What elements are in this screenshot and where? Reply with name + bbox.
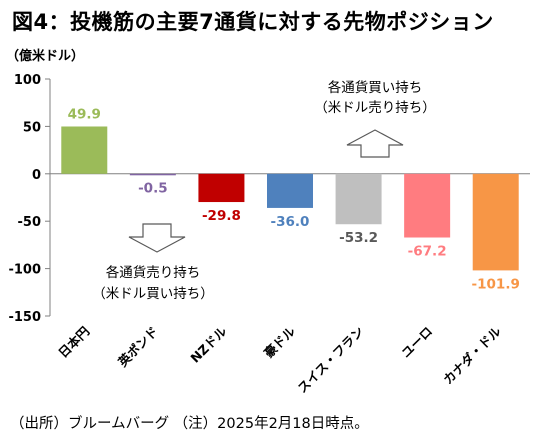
category-label: 英ポンド <box>115 324 161 370</box>
long-annotation-line2: （米ドル売り持ち） <box>314 100 436 116</box>
y-axis-unit-label: （億米ドル） <box>6 48 84 64</box>
category-label: ユーロ <box>398 324 435 361</box>
short-annotation-line1: 各通貨売り持ち <box>106 264 201 281</box>
category-label: スイス・フラン <box>294 324 366 396</box>
bar <box>267 173 313 208</box>
bar <box>404 173 451 238</box>
category-label: 日本円 <box>55 324 92 361</box>
bar <box>198 173 245 203</box>
data-label: -29.8 <box>202 208 241 224</box>
value-labels: 49.9 -0.5 -29.8 -36.0 -53.2 -67.2 -101.9 <box>68 106 520 292</box>
source-footnote: （出所）ブルームバーグ （注）2025年2月18日時点。 <box>10 416 369 432</box>
hollow-up-arrow-icon <box>346 129 404 158</box>
y-tick-label: -50 <box>18 215 42 230</box>
y-tick-label: -100 <box>8 263 41 278</box>
bars <box>61 126 519 271</box>
short-annotation-line2: （米ドル買い持ち） <box>92 286 214 302</box>
data-label: -0.5 <box>138 180 168 196</box>
y-tick-label: -150 <box>8 310 41 325</box>
category-label: 豪ドル <box>261 323 298 360</box>
bar <box>472 173 519 271</box>
y-tick-label: 100 <box>14 73 41 88</box>
category-label: カナダ・ドル <box>440 323 504 387</box>
chart-title: 図4：投機筋の主要7通貨に対する先物ポジション <box>12 10 494 34</box>
y-tick-label: 0 <box>32 168 41 183</box>
data-label: -36.0 <box>271 214 310 230</box>
y-axis: 100 50 0 -50 -100 -150 <box>8 73 530 325</box>
data-label: -67.2 <box>408 244 447 260</box>
long-annotation-line1: 各通貨買い持ち <box>328 79 423 96</box>
hollow-down-arrow-icon <box>128 223 186 253</box>
y-tick-label: 50 <box>23 120 41 135</box>
category-label: NZドル <box>187 323 229 365</box>
data-label: -53.2 <box>339 230 378 246</box>
data-label: 49.9 <box>68 106 101 122</box>
data-label: -101.9 <box>472 276 520 292</box>
bar <box>61 126 108 174</box>
bar <box>129 173 176 176</box>
bar <box>335 173 382 225</box>
